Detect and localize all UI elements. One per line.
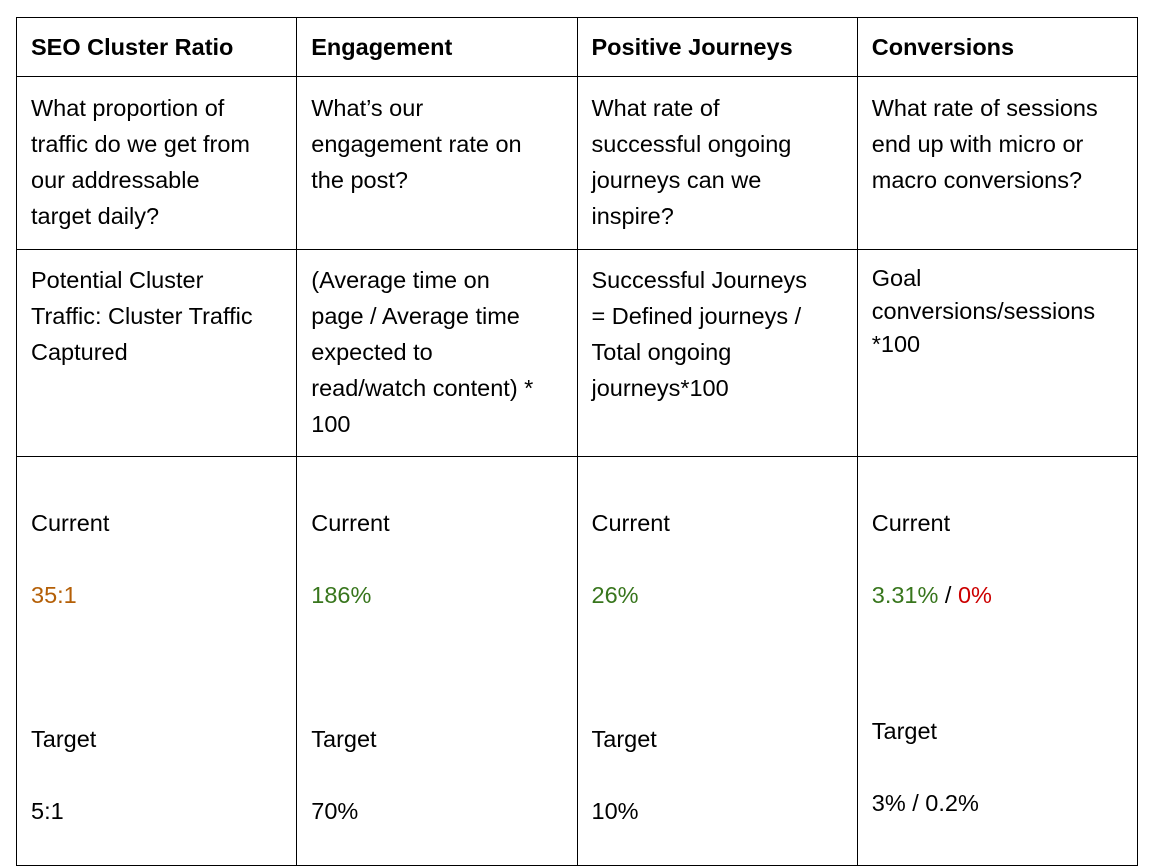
header-cell-engagement: Engagement [296,17,578,77]
header-cell-conversions: Conversions [856,17,1139,77]
question-conversions: What rate of sessions end up with micro … [871,95,1098,193]
status-row: Current 35:1 Target 5:1 Current 186% Tar… [15,456,1139,866]
target-value-conversions: 3% / 0.2% [871,790,979,816]
question-row: What proportion of traffic do we get fro… [15,76,1139,250]
formula-engagement: (Average time on page / Average time exp… [311,267,534,437]
target-value-journeys: 10% [591,798,639,824]
formula-cell-journeys: Successful Journeys = Defined journeys /… [576,249,858,457]
value-separator: / [938,582,958,608]
status-cell-seo: Current 35:1 Target 5:1 [15,456,298,866]
spacer [872,649,1123,677]
question-engagement: What’s our engagement rate on the post? [311,95,522,193]
target-label: Target [311,726,377,752]
kpi-table: SEO Cluster Ratio Engagement Positive Jo… [15,17,1139,866]
formula-conversions: Goal conversions/sessions *100 [871,265,1096,357]
question-cell-engagement: What’s our engagement rate on the post? [296,76,578,250]
spacer [311,649,562,685]
question-cell-conversions: What rate of sessions end up with micro … [856,76,1139,250]
question-seo: What proportion of traffic do we get fro… [31,95,250,229]
formula-row: Potential Cluster Traffic: Cluster Traff… [15,249,1139,457]
status-engagement: Current 186% Target 70% [297,457,576,865]
question-cell-seo: What proportion of traffic do we get fro… [15,76,298,250]
formula-cell-engagement: (Average time on page / Average time exp… [296,249,578,457]
header-cell-journeys: Positive Journeys [576,17,858,77]
status-cell-engagement: Current 186% Target 70% [296,456,578,866]
question-cell-journeys: What rate of successful ongoing journeys… [576,76,858,250]
current-label: Current [311,510,390,536]
current-value-seo: 35:1 [31,582,77,608]
status-journeys: Current 26% Target 10% [578,457,857,865]
target-value-engagement: 70% [311,798,359,824]
current-label: Current [31,510,110,536]
spacer [31,649,282,685]
header-seo-cluster-ratio: SEO Cluster Ratio [31,34,234,60]
formula-cell-conversions: Goal conversions/sessions *100 [856,249,1139,457]
target-label: Target [591,726,657,752]
current-label: Current [591,510,670,536]
current-value-journeys: 26% [591,582,639,608]
target-value-seo: 5:1 [31,798,64,824]
formula-cell-seo: Potential Cluster Traffic: Cluster Traff… [15,249,298,457]
status-conversions: Current 3.31% / 0% Target 3% / 0.2% [858,457,1137,857]
question-journeys: What rate of successful ongoing journeys… [591,95,792,229]
current-value-conversions: 3.31% / 0% [872,577,1123,613]
target-label: Target [871,718,938,744]
header-cell-seo: SEO Cluster Ratio [15,17,298,77]
header-row: SEO Cluster Ratio Engagement Positive Jo… [15,17,1139,77]
current-macro-conversions: 0% [957,582,992,608]
status-seo: Current 35:1 Target 5:1 [17,457,296,865]
formula-journeys: Successful Journeys = Defined journeys /… [591,267,808,401]
target-label: Target [31,726,97,752]
current-value-engagement: 186% [311,582,372,608]
status-cell-conversions: Current 3.31% / 0% Target 3% / 0.2% [856,456,1139,866]
status-cell-journeys: Current 26% Target 10% [576,456,858,866]
spacer [592,649,843,685]
header-engagement: Engagement [311,34,453,60]
current-micro-conversions: 3.31% [871,582,939,608]
formula-seo: Potential Cluster Traffic: Cluster Traff… [31,267,253,365]
header-positive-journeys: Positive Journeys [591,34,793,60]
current-label: Current [871,510,951,536]
header-conversions: Conversions [871,34,1015,60]
